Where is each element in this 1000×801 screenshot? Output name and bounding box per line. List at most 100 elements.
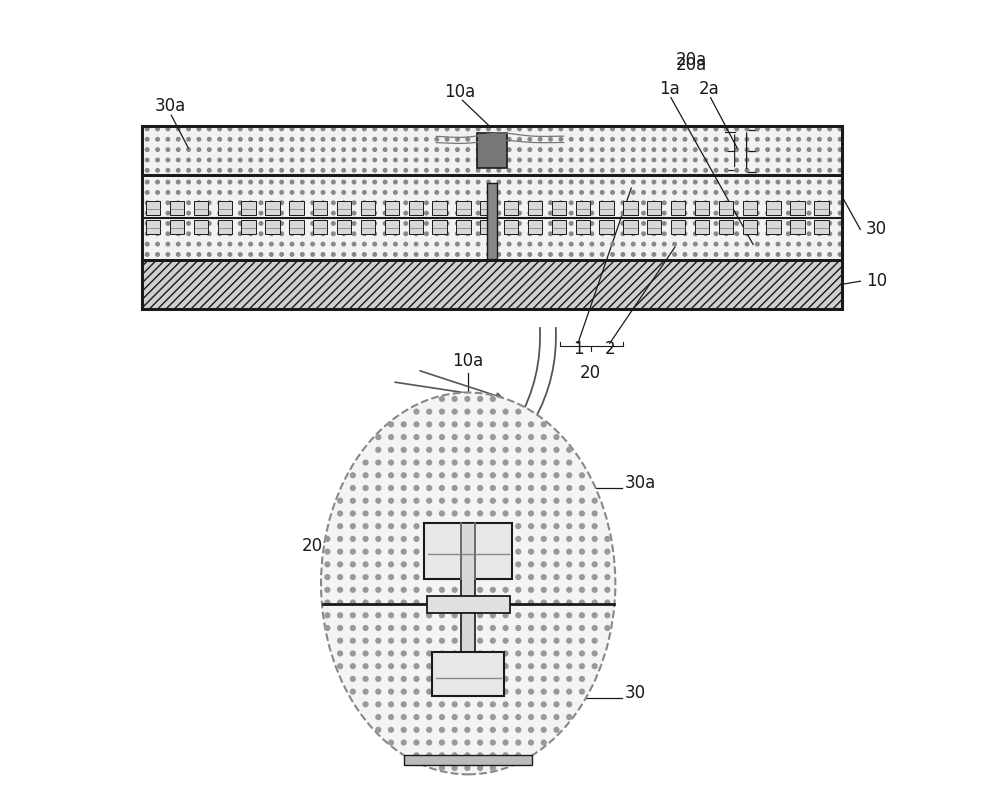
Circle shape: [605, 562, 610, 567]
Circle shape: [401, 511, 406, 516]
Circle shape: [350, 689, 355, 694]
Circle shape: [394, 127, 397, 131]
Circle shape: [435, 243, 439, 246]
Circle shape: [490, 409, 495, 414]
Circle shape: [435, 232, 439, 235]
Circle shape: [663, 201, 666, 204]
Circle shape: [478, 485, 483, 490]
Circle shape: [311, 243, 314, 246]
Circle shape: [301, 252, 304, 256]
Circle shape: [714, 211, 718, 215]
Circle shape: [756, 243, 759, 246]
Circle shape: [756, 148, 759, 151]
Text: 1a: 1a: [340, 553, 361, 571]
Circle shape: [818, 222, 821, 225]
Circle shape: [503, 498, 508, 503]
Circle shape: [414, 587, 419, 592]
Circle shape: [567, 651, 572, 656]
Circle shape: [270, 191, 273, 194]
Circle shape: [838, 180, 842, 183]
Circle shape: [208, 148, 211, 151]
Circle shape: [631, 232, 635, 235]
Circle shape: [363, 549, 368, 554]
Circle shape: [478, 613, 483, 618]
Circle shape: [600, 232, 604, 235]
Circle shape: [487, 222, 490, 225]
Circle shape: [427, 537, 432, 541]
Circle shape: [376, 473, 381, 477]
Circle shape: [383, 180, 387, 183]
Circle shape: [465, 537, 470, 541]
Circle shape: [818, 252, 821, 256]
Circle shape: [797, 159, 800, 162]
Circle shape: [228, 201, 232, 204]
Circle shape: [673, 252, 676, 256]
Circle shape: [414, 473, 419, 477]
Circle shape: [787, 243, 790, 246]
Circle shape: [580, 191, 583, 194]
Bar: [146, 220, 160, 234]
Circle shape: [704, 159, 707, 162]
Circle shape: [797, 138, 800, 141]
Circle shape: [342, 201, 345, 204]
Circle shape: [554, 626, 559, 630]
Circle shape: [321, 168, 325, 172]
Circle shape: [516, 511, 521, 516]
Circle shape: [465, 396, 470, 401]
Circle shape: [350, 651, 355, 656]
Circle shape: [452, 473, 457, 477]
Circle shape: [440, 651, 444, 656]
Circle shape: [156, 159, 159, 162]
Circle shape: [714, 232, 718, 235]
Circle shape: [465, 626, 470, 630]
Circle shape: [518, 222, 521, 225]
Circle shape: [490, 638, 495, 643]
Circle shape: [425, 211, 428, 215]
Circle shape: [621, 232, 625, 235]
Circle shape: [478, 460, 483, 465]
Circle shape: [440, 549, 444, 554]
Circle shape: [580, 159, 583, 162]
Circle shape: [541, 714, 546, 719]
Circle shape: [228, 211, 232, 215]
Circle shape: [321, 232, 325, 235]
Circle shape: [528, 180, 532, 183]
Circle shape: [478, 651, 483, 656]
Circle shape: [290, 222, 294, 225]
Circle shape: [516, 677, 521, 682]
Circle shape: [270, 159, 273, 162]
Circle shape: [642, 222, 645, 225]
Circle shape: [787, 148, 790, 151]
Circle shape: [427, 626, 432, 630]
Circle shape: [389, 485, 393, 490]
Circle shape: [642, 168, 645, 172]
Circle shape: [590, 138, 594, 141]
Bar: [289, 201, 304, 215]
Circle shape: [145, 252, 149, 256]
Circle shape: [605, 600, 610, 605]
Circle shape: [383, 211, 387, 215]
Circle shape: [166, 127, 170, 131]
Circle shape: [465, 473, 470, 477]
Circle shape: [497, 191, 501, 194]
Circle shape: [383, 191, 387, 194]
Circle shape: [478, 422, 483, 427]
Circle shape: [497, 211, 501, 215]
Circle shape: [342, 180, 345, 183]
Circle shape: [270, 252, 273, 256]
Circle shape: [332, 243, 335, 246]
Circle shape: [228, 159, 232, 162]
Circle shape: [401, 613, 406, 618]
Circle shape: [529, 562, 533, 567]
Circle shape: [363, 222, 366, 225]
Circle shape: [440, 753, 444, 758]
Circle shape: [376, 727, 381, 732]
Circle shape: [414, 422, 419, 427]
Circle shape: [350, 638, 355, 643]
Bar: [265, 201, 280, 215]
Circle shape: [580, 664, 584, 669]
Circle shape: [414, 613, 419, 618]
Bar: [194, 220, 208, 234]
Circle shape: [590, 127, 594, 131]
Circle shape: [621, 168, 625, 172]
